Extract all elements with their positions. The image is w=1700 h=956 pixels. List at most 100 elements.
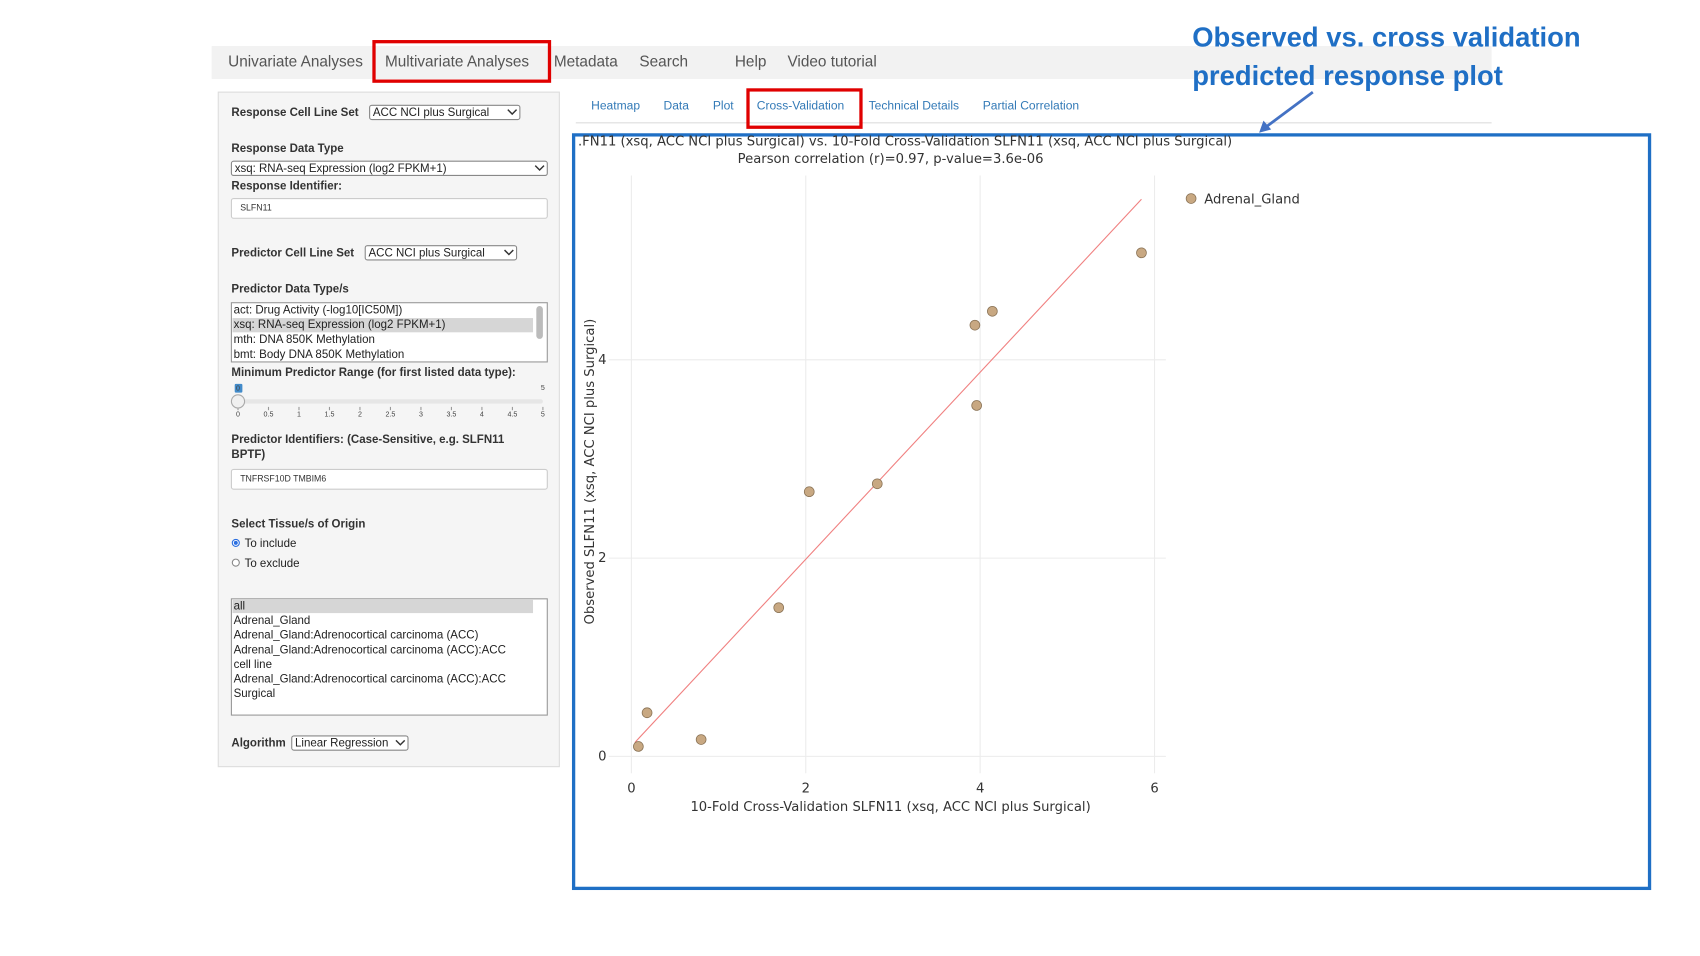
x-tick-label: 4 bbox=[976, 782, 984, 797]
y-axis-label: Observed SLFN11 (xsq, ACC NCI plus Surgi… bbox=[583, 319, 598, 625]
radio[interactable] bbox=[231, 558, 240, 567]
tab[interactable]: Data bbox=[664, 99, 690, 113]
nav-item[interactable]: Metadata bbox=[554, 54, 618, 71]
slider-tick-label: 2 bbox=[358, 410, 362, 418]
nav-item[interactable]: Univariate Analyses bbox=[228, 54, 363, 71]
text-input[interactable] bbox=[230, 468, 548, 490]
highlight-box bbox=[746, 88, 863, 129]
dropdown-caret bbox=[534, 165, 545, 172]
field-label: Algorithm bbox=[231, 738, 285, 750]
list-option[interactable]: Adrenal_Gland:Adrenocortical carcinoma (… bbox=[234, 630, 479, 642]
select[interactable] bbox=[291, 735, 409, 751]
slider-tick-label: 3 bbox=[419, 410, 423, 418]
slider-tick-label: 0 bbox=[236, 410, 240, 418]
dropdown-caret bbox=[395, 739, 406, 746]
dropdown-caret bbox=[504, 249, 514, 256]
y-tick-label: 0 bbox=[598, 749, 606, 764]
point bbox=[633, 741, 644, 752]
point bbox=[695, 734, 707, 745]
annotation: Observed vs. cross validation bbox=[1192, 22, 1580, 53]
nav-item[interactable]: Search bbox=[639, 54, 688, 71]
select-value: xsq: RNA-seq Expression (log2 FPKM+1) bbox=[235, 163, 447, 175]
select-value: ACC NCI plus Surgical bbox=[373, 107, 489, 119]
slider-value: 0 bbox=[236, 385, 240, 393]
list-option[interactable]: Adrenal_Gland:Adrenocortical carcinoma (… bbox=[234, 644, 506, 656]
field-label: Predictor Identifiers: (Case-Sensitive, … bbox=[231, 434, 504, 446]
scrollbar bbox=[536, 305, 543, 339]
field-label: Predictor Data Type/s bbox=[231, 284, 348, 296]
slider-tick-label: 4 bbox=[480, 410, 484, 418]
slider-max: 5 bbox=[541, 384, 545, 392]
legend-label: Adrenal_Gland bbox=[1204, 193, 1300, 208]
slider-tick-label: 1.5 bbox=[325, 410, 335, 418]
y-tick-label: 2 bbox=[598, 551, 606, 566]
select-value: ACC NCI plus Surgical bbox=[369, 247, 485, 259]
tab[interactable]: Plot bbox=[713, 99, 734, 113]
nav-item[interactable]: Help bbox=[735, 54, 767, 71]
nav-item[interactable]: Multivariate Analyses bbox=[385, 54, 529, 71]
nav-item[interactable]: Video tutorial bbox=[787, 54, 876, 71]
field-label: Minimum Predictor Range (for first liste… bbox=[231, 367, 515, 379]
point bbox=[871, 478, 883, 490]
legend-marker bbox=[1185, 193, 1197, 204]
list-option[interactable]: cell line bbox=[234, 659, 272, 671]
chart-title: .FN11 (xsq, ACC NCI plus Surgical) vs. 1… bbox=[578, 134, 1232, 149]
radio-label[interactable]: To exclude bbox=[245, 558, 300, 570]
list-option[interactable]: xsq: RNA-seq Expression (log2 FPKM+1) bbox=[234, 319, 446, 331]
select[interactable] bbox=[364, 245, 518, 261]
nav-bar bbox=[211, 46, 1492, 79]
input-value: TNFRSF10D TMBIM6 bbox=[240, 474, 326, 484]
field-label: Predictor Cell Line Set bbox=[231, 247, 354, 259]
field-label: BPTF) bbox=[231, 449, 265, 461]
x-axis-label: 10-Fold Cross-Validation SLFN11 (xsq, AC… bbox=[690, 800, 1090, 815]
field-label: Response Data Type bbox=[231, 143, 343, 155]
fit-line bbox=[634, 198, 1142, 743]
list-option[interactable]: mth: DNA 850K Methylation bbox=[234, 334, 375, 346]
list-option[interactable]: act: Drug Activity (-log10[IC50M]) bbox=[234, 304, 403, 316]
tab[interactable]: Partial Correlation bbox=[983, 99, 1079, 113]
x-tick-label: 0 bbox=[627, 782, 635, 797]
y-tick-label: 4 bbox=[598, 353, 606, 368]
slider-handle[interactable] bbox=[230, 394, 246, 409]
slider-tick-label: 4.5 bbox=[507, 410, 517, 418]
point bbox=[969, 319, 981, 331]
text-input[interactable] bbox=[230, 197, 548, 219]
field-label: Response Cell Line Set bbox=[231, 107, 358, 119]
slider-tick-label: 1 bbox=[297, 410, 301, 418]
select[interactable] bbox=[230, 160, 548, 177]
input-value: SLFN11 bbox=[240, 203, 272, 213]
point bbox=[641, 707, 653, 719]
list-option[interactable]: Surgical bbox=[234, 688, 276, 700]
list-option[interactable]: Adrenal_Gland bbox=[234, 615, 311, 627]
point bbox=[971, 400, 982, 411]
list-option[interactable]: bmt: Body DNA 850K Methylation bbox=[234, 349, 405, 361]
tab[interactable]: Cross-Validation bbox=[757, 99, 845, 113]
point bbox=[803, 486, 815, 498]
chart-subtitle: Pearson correlation (r)=0.97, p-value=3.… bbox=[738, 152, 1044, 167]
slider-tick-label: 2.5 bbox=[386, 410, 396, 418]
list-selection bbox=[232, 599, 534, 614]
tab[interactable]: Heatmap bbox=[591, 99, 640, 113]
annotation: predicted response plot bbox=[1192, 60, 1503, 91]
slider-track bbox=[237, 399, 543, 404]
arrow-head bbox=[1259, 120, 1272, 133]
list-box[interactable] bbox=[230, 598, 548, 716]
list-option[interactable]: all bbox=[234, 601, 246, 613]
point bbox=[1136, 247, 1147, 259]
radio-label[interactable]: To include bbox=[245, 538, 297, 550]
field-label: Select Tissue/s of Origin bbox=[231, 518, 365, 530]
slider-tick-label: 3.5 bbox=[446, 410, 456, 418]
select[interactable] bbox=[369, 104, 521, 121]
x-tick-label: 6 bbox=[1150, 782, 1158, 797]
tab[interactable]: Technical Details bbox=[869, 99, 959, 113]
list-selection bbox=[232, 318, 534, 333]
annotation-arrow bbox=[1264, 91, 1314, 129]
plot-frame-highlight bbox=[571, 133, 1652, 891]
x-tick-label: 2 bbox=[802, 782, 810, 797]
slider-tick-label: 0.5 bbox=[264, 410, 274, 418]
list-option[interactable]: Adrenal_Gland:Adrenocortical carcinoma (… bbox=[234, 673, 506, 685]
point bbox=[987, 305, 998, 317]
dropdown-caret bbox=[507, 109, 518, 116]
